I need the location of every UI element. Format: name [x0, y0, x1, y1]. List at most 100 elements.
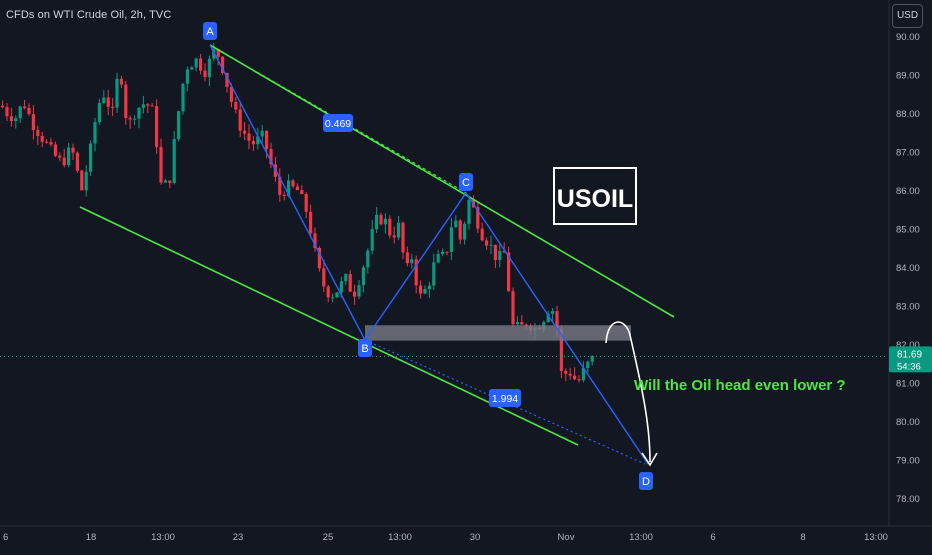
candle: [485, 237, 489, 250]
fib-ratio-label: 1.994: [492, 393, 518, 405]
candle: [207, 55, 211, 87]
candle-body: [190, 67, 194, 70]
pattern-point-b[interactable]: B: [358, 339, 372, 357]
candle-body: [313, 233, 317, 248]
candle-body: [555, 311, 559, 329]
price-axis-bg: [889, 0, 932, 526]
symbol-box[interactable]: USOIL: [553, 167, 637, 225]
candle: [27, 103, 31, 116]
candle-body: [331, 297, 335, 299]
candle: [564, 368, 568, 382]
projection-arrow[interactable]: [605, 321, 651, 463]
currency-button[interactable]: USD: [892, 4, 923, 28]
candle-body: [581, 368, 585, 381]
support-zone[interactable]: [365, 325, 631, 341]
candle-body: [207, 58, 211, 78]
candle-body: [115, 78, 119, 108]
candle-body: [441, 251, 445, 254]
candle: [445, 251, 449, 256]
candle-body: [243, 130, 247, 134]
candle: [353, 284, 357, 305]
pattern-point-a[interactable]: A: [203, 22, 217, 40]
candle-body: [155, 106, 159, 148]
time-tick-label: 23: [233, 532, 244, 543]
price-tick-label: 90.00: [896, 32, 920, 43]
candle: [128, 115, 132, 129]
candle: [269, 142, 273, 169]
price-tick-label: 89.00: [896, 71, 920, 82]
price-tick-label: 79.00: [896, 456, 920, 467]
candle: [97, 98, 101, 125]
candle: [141, 95, 145, 114]
candle-body: [295, 186, 299, 191]
candle: [177, 110, 181, 142]
candle: [282, 191, 286, 201]
candle: [124, 80, 128, 125]
time-tick-label: 13:00: [629, 532, 653, 543]
candle: [317, 246, 321, 272]
candle-body: [146, 104, 150, 106]
bar-countdown: 54:36: [897, 361, 921, 372]
candle-body: [449, 227, 453, 252]
candle: [159, 138, 163, 185]
candle: [115, 72, 119, 114]
candle: [454, 215, 458, 228]
price-tick-label: 85.00: [896, 225, 920, 236]
candle-body: [401, 222, 405, 253]
candle-body: [405, 252, 409, 264]
candle-body: [361, 267, 365, 286]
candle-body: [159, 147, 163, 183]
candle-body: [309, 211, 313, 234]
candle: [401, 221, 405, 260]
candle-body: [326, 286, 330, 298]
candle-body: [14, 118, 18, 122]
abcd-pattern[interactable]: [209, 44, 649, 465]
candle: [581, 361, 585, 383]
candle: [507, 246, 511, 292]
fib-ratio-badge[interactable]: 1.994: [489, 389, 521, 407]
candle: [573, 367, 577, 381]
price-tick-label: 84.00: [896, 263, 920, 274]
pattern-point-d[interactable]: D: [639, 472, 653, 490]
candle: [102, 90, 106, 105]
candle-body: [282, 194, 286, 196]
candle-body: [498, 251, 502, 261]
candle: [449, 217, 453, 260]
candle-body: [45, 141, 49, 143]
candle-body: [128, 118, 132, 120]
candle-body: [410, 259, 414, 264]
candle: [489, 235, 493, 255]
upper-channel-line[interactable]: [209, 44, 675, 318]
candle: [14, 115, 18, 129]
price-tick-label: 78.00: [896, 494, 920, 505]
candle-body: [445, 251, 449, 253]
pattern-point-c[interactable]: C: [459, 173, 473, 191]
candle-body: [463, 223, 467, 240]
candle-body: [163, 180, 167, 183]
candle-body: [84, 171, 88, 191]
candle: [185, 66, 189, 92]
candle: [155, 99, 159, 154]
callout-text: Will the Oil head even lower ?: [634, 377, 846, 394]
candle: [234, 96, 238, 114]
fib-ac-line: [209, 44, 467, 194]
candle: [397, 215, 401, 241]
candle: [357, 280, 361, 300]
candle-body: [18, 106, 22, 119]
candle-body: [304, 194, 308, 212]
candle: [5, 102, 9, 122]
candle: [295, 183, 299, 191]
candle: [423, 285, 427, 295]
candle-body: [300, 190, 304, 195]
candle-body: [577, 379, 581, 381]
candle: [278, 168, 282, 202]
candle-body: [335, 292, 339, 298]
candle: [203, 63, 207, 82]
candle: [133, 115, 137, 126]
candle-body: [137, 107, 141, 119]
fib-ratio-badge[interactable]: 0.469: [323, 114, 353, 132]
candle-body: [36, 130, 40, 136]
candle: [84, 165, 88, 197]
